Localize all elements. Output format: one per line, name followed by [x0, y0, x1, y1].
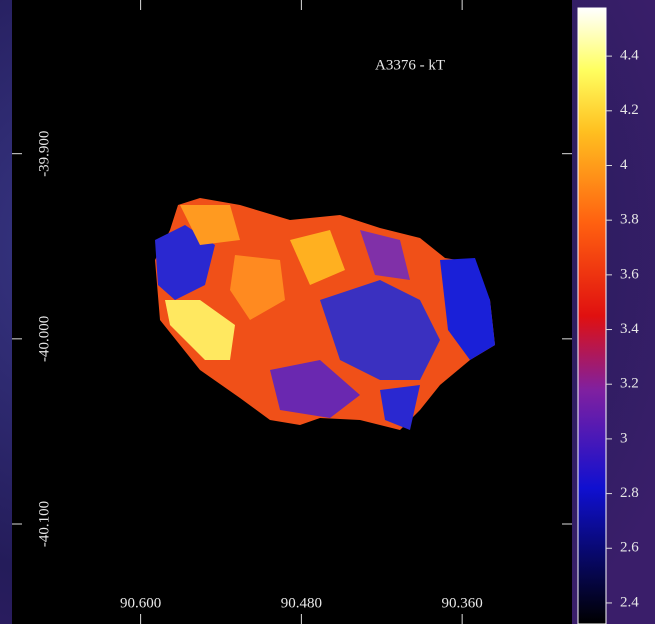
colorbar-tick-label: 4.4: [620, 48, 639, 64]
colorbar-tick-label: 2.6: [620, 540, 639, 556]
colorbar-tick-label: 2.4: [620, 594, 639, 610]
colorbar-tick-label: 3.6: [620, 266, 639, 282]
colorbar-tick-label: 3.2: [620, 376, 639, 392]
map-title: A3376 - kT: [375, 57, 445, 73]
colorbar-tick-label: 3.8: [620, 212, 639, 228]
colorbar-tick-label: 3: [620, 430, 628, 446]
colorbar: [577, 7, 607, 624]
colorbar-tick-label: 2.8: [620, 485, 639, 501]
colorbar-tick-label: 4: [620, 157, 628, 173]
y-tick-label: -40.100: [36, 501, 52, 547]
colorbar-tick-label: 4.2: [620, 102, 639, 118]
x-tick-label: 90.360: [442, 595, 483, 611]
temperature-map: [155, 198, 495, 430]
x-tick-label: 90.600: [120, 595, 161, 611]
x-tick-label: 90.480: [281, 595, 322, 611]
y-tick-label: -40.000: [36, 316, 52, 362]
colorbar-tick-label: 3.4: [620, 321, 639, 337]
y-tick-label: -39.900: [36, 131, 52, 177]
